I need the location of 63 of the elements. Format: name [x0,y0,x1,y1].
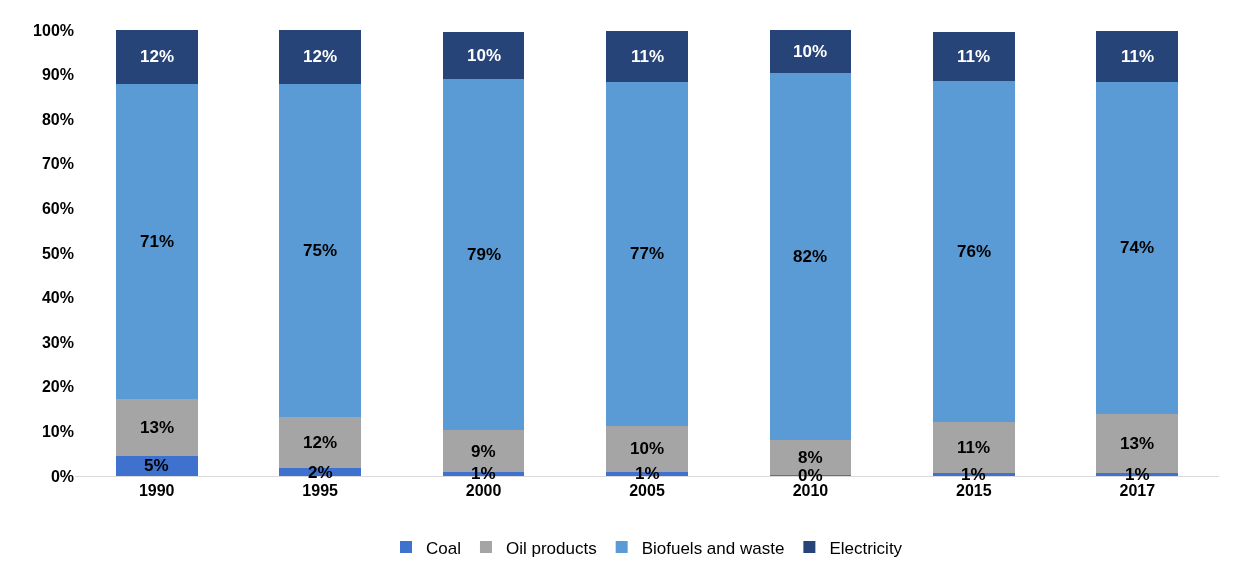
data-label: 13% [1120,434,1155,453]
bar [279,30,361,84]
legend-label: Electricity [829,538,903,558]
x-tick-label: 2015 [956,482,992,500]
data-label: 5% [144,456,169,475]
data-label: 12% [140,47,175,66]
y-tick-label: 100% [33,21,74,39]
data-label: 10% [630,439,665,458]
data-label: 71% [140,232,175,251]
bar [1096,30,1179,82]
bar [933,81,1015,423]
legend-label: Biofuels and waste [641,538,785,558]
data-label: 1% [471,464,496,483]
data-label: 82% [793,247,828,266]
y-tick-label: 90% [41,66,74,84]
data-label: 9% [471,442,496,461]
data-label: 75% [303,241,338,260]
bar [1096,81,1179,414]
legend-label: Coal [426,538,461,558]
data-label: 77% [630,244,665,263]
x-tick-label: 2000 [465,482,502,500]
data-label: 1% [635,464,660,483]
data-label: 13% [140,418,175,437]
x-tick-label: 1990 [138,482,175,500]
x-tick-label: 1995 [302,482,339,500]
data-label: 11% [631,47,665,66]
data-label: 1% [961,465,986,484]
data-label: 11% [1121,47,1155,66]
data-label: 11% [957,47,991,66]
data-label: 1% [1125,465,1150,484]
data-label: 8% [798,448,823,467]
bar [279,83,361,418]
y-tick-label: 70% [41,155,74,173]
data-label: 79% [467,245,502,264]
data-label: 74% [1120,238,1155,257]
data-label: 76% [957,242,992,261]
data-label: 11% [957,438,991,457]
bar [115,30,198,84]
y-tick-label: 10% [41,423,74,440]
x-tick-label: 2010 [792,482,829,500]
data-label: 12% [303,433,338,452]
y-tick-label: 0% [50,467,74,485]
data-label: 10% [793,42,828,61]
x-tick-label: 2005 [629,482,665,500]
bar [769,73,852,441]
data-label: 12% [303,47,338,66]
bar [442,78,525,431]
y-tick-label: 80% [41,110,74,128]
y-tick-label: 60% [41,200,74,217]
y-tick-label: 20% [41,378,74,396]
bar [933,31,1015,82]
legend-label: Oil products [505,538,597,558]
y-tick-label: 40% [41,289,74,307]
bar [606,81,688,426]
x-tick-label: 2017 [1119,482,1156,500]
bar [442,32,525,79]
y-tick-label: 50% [41,244,74,262]
bar [769,30,852,74]
bar [115,83,198,400]
data-label: 10% [467,46,502,65]
y-tick-label: 30% [41,333,74,351]
bar [115,399,198,456]
bar [606,30,688,82]
